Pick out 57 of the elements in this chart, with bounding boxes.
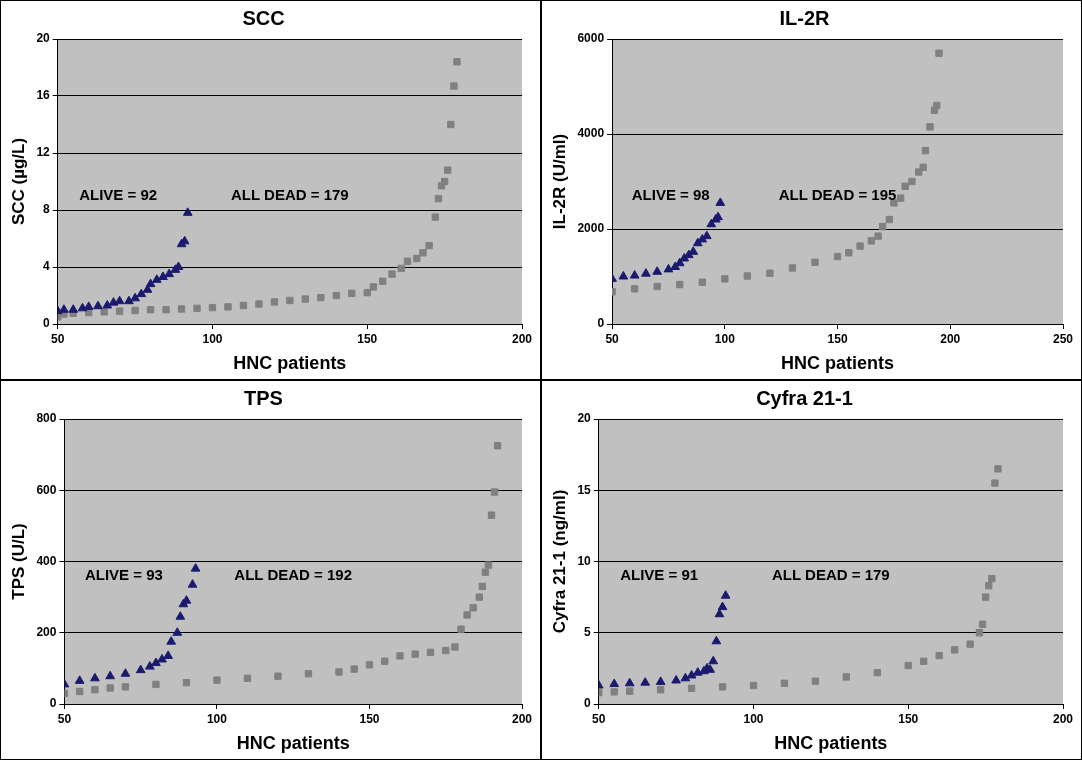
chart-title: SCC (242, 6, 285, 29)
y-tick-label: 12 (36, 145, 51, 160)
y-tick-label: 10 (577, 553, 592, 568)
y-tick-label: 800 (36, 411, 57, 426)
x-tick-label: 100 (206, 711, 228, 726)
y-tick-label: 4 (43, 259, 51, 274)
y-tick-label: 0 (49, 696, 57, 711)
annotation: ALIVE = 98 (631, 185, 710, 203)
y-tick-label: 20 (577, 411, 592, 426)
y-tick-label: 15 (577, 482, 592, 497)
y-tick-label: 5 (584, 625, 592, 640)
y-tick-label: 2000 (577, 221, 605, 236)
annotation: ALL DEAD = 179 (772, 565, 890, 583)
x-tick-label: 150 (359, 711, 380, 726)
annotation: ALIVE = 93 (84, 565, 163, 583)
y-tick-label: 8 (43, 202, 51, 217)
y-tick-label: 6000 (577, 31, 605, 46)
x-tick-label: 200 (511, 711, 533, 726)
x-tick-label: 250 (1052, 331, 1074, 346)
annotation: ALIVE = 91 (620, 565, 699, 583)
y-tick-label: 200 (36, 625, 57, 640)
x-tick-label: 150 (357, 331, 378, 346)
x-axis-title: HNC patients (236, 733, 350, 754)
chart-title: Cyfra 21-1 (756, 386, 853, 409)
y-axis-title: TPS (U/L) (8, 523, 28, 600)
y-tick-label: 0 (43, 316, 51, 331)
y-tick-label: 4000 (577, 126, 605, 141)
x-axis-title: HNC patients (781, 353, 895, 374)
x-tick-label: 200 (511, 331, 533, 346)
y-tick-label: 600 (36, 482, 57, 497)
chart-title: TPS (244, 386, 283, 409)
chart-title: IL-2R (779, 6, 831, 29)
annotation: ALL DEAD = 179 (231, 185, 349, 203)
x-tick-label: 50 (57, 711, 72, 726)
y-axis-title: SCC (µg/L) (8, 137, 28, 226)
y-tick-label: 400 (36, 553, 57, 568)
x-axis-title: HNC patients (233, 353, 347, 374)
x-tick-label: 200 (1052, 711, 1074, 726)
x-tick-label: 150 (898, 711, 919, 726)
y-axis-title: IL-2R (U/ml) (549, 133, 569, 230)
annotation: ALIVE = 92 (79, 185, 158, 203)
x-tick-label: 100 (714, 331, 736, 346)
x-tick-label: 100 (743, 711, 764, 726)
y-tick-label: 16 (36, 88, 51, 103)
x-tick-label: 200 (940, 331, 961, 346)
x-axis-title: HNC patients (774, 733, 888, 754)
annotation: ALL DEAD = 195 (778, 185, 897, 203)
y-tick-label: 0 (597, 316, 605, 331)
y-tick-label: 20 (36, 31, 51, 46)
y-axis-title: Cyfra 21-1 (ng/ml) (549, 489, 569, 634)
y-tick-label: 0 (584, 696, 592, 711)
x-tick-label: 50 (51, 331, 65, 346)
x-tick-label: 50 (592, 711, 606, 726)
x-tick-label: 150 (827, 331, 848, 346)
annotation: ALL DEAD = 192 (234, 565, 353, 583)
x-tick-label: 100 (202, 331, 223, 346)
x-tick-label: 50 (605, 331, 620, 346)
